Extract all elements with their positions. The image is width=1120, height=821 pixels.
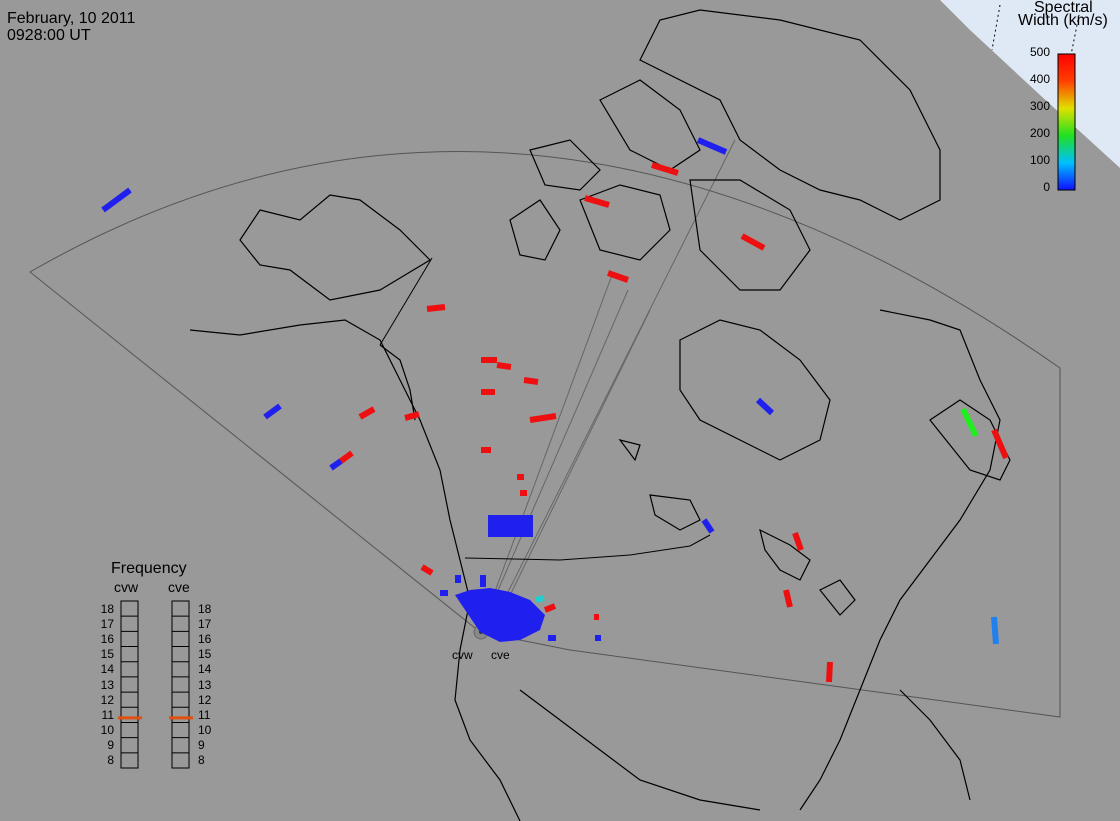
fov-outline xyxy=(29,151,1061,718)
coastlines xyxy=(189,9,1011,821)
scatter-fan-blue xyxy=(440,515,601,642)
frequency-tick: 11 xyxy=(101,707,114,722)
frequency-tick: 8 xyxy=(198,753,205,768)
echo xyxy=(755,397,775,416)
echo xyxy=(701,518,715,534)
echo xyxy=(404,411,420,421)
echo xyxy=(607,270,629,283)
colorbar-tick: 0 xyxy=(1043,180,1050,194)
echo xyxy=(496,362,512,370)
echo xyxy=(792,532,804,551)
echo xyxy=(826,661,833,683)
frequency-tick: 14 xyxy=(198,662,212,677)
echo xyxy=(783,589,793,608)
colorbar xyxy=(1057,53,1076,191)
echo xyxy=(696,137,728,155)
echo xyxy=(651,162,679,176)
radar-label-cvw: cvw xyxy=(452,648,473,662)
frequency-label-cve: cve xyxy=(168,579,190,595)
echo xyxy=(339,450,354,464)
frequency-tick: 17 xyxy=(100,616,114,631)
frequency-tick: 10 xyxy=(198,723,212,738)
colorbar-tick: 500 xyxy=(1029,45,1050,59)
borders xyxy=(379,257,711,561)
colorbar-tick: 300 xyxy=(1029,99,1050,113)
echo xyxy=(740,233,766,251)
frequency-tick: 18 xyxy=(198,601,212,616)
echo xyxy=(263,403,282,420)
radar-label-cve: cve xyxy=(491,648,510,662)
frequency-tick: 10 xyxy=(100,723,114,738)
frequency-title: Frequency xyxy=(111,560,187,577)
echo xyxy=(523,377,539,385)
colorbar-title-line1: Spectral xyxy=(1034,0,1093,16)
scatter-segments xyxy=(101,137,1009,683)
echo xyxy=(329,458,343,471)
beam-line-2 xyxy=(479,289,629,633)
colorbar-tick: 400 xyxy=(1029,72,1050,86)
echo xyxy=(584,195,610,208)
ice-boundary-2 xyxy=(1069,9,1081,61)
echo xyxy=(535,595,545,603)
echo xyxy=(543,603,557,613)
echo xyxy=(101,187,132,213)
frequency-tick: 18 xyxy=(100,601,114,616)
echo xyxy=(991,428,1009,460)
colorbar-tick: 200 xyxy=(1029,126,1050,140)
echo xyxy=(529,413,557,423)
frequency-tick: 16 xyxy=(198,631,212,646)
frequency-tick: 9 xyxy=(198,738,205,753)
echo xyxy=(358,406,376,420)
time-label: 0928:00 UT xyxy=(7,27,91,44)
echo xyxy=(420,564,434,576)
frequency-label-cvw: cvw xyxy=(114,579,139,595)
echo xyxy=(960,407,979,438)
beam-line-4 xyxy=(491,309,651,633)
echo xyxy=(426,304,446,312)
colorbar-tick: 100 xyxy=(1029,153,1050,167)
echo xyxy=(991,616,999,645)
beam-line-3 xyxy=(487,139,736,633)
frequency-tick: 15 xyxy=(198,647,212,662)
beam-line-1 xyxy=(479,274,613,633)
frequency-tick: 13 xyxy=(198,677,212,692)
frequency-tick: 9 xyxy=(107,738,114,753)
date-label: February, 10 2011 xyxy=(7,10,136,27)
frequency-tick: 16 xyxy=(100,631,114,646)
frequency-ladders xyxy=(120,600,190,769)
frequency-tick: 12 xyxy=(100,692,114,707)
frequency-tick: 13 xyxy=(100,677,114,692)
frequency-tick: 15 xyxy=(100,647,114,662)
frequency-tick: 12 xyxy=(198,692,212,707)
frequency-tick: 14 xyxy=(100,662,114,677)
frequency-tick: 11 xyxy=(198,707,211,722)
frequency-tick: 8 xyxy=(107,753,114,768)
colorbar-title-line2: Width (km/s) xyxy=(1018,12,1108,29)
frequency-tick: 17 xyxy=(198,616,212,631)
